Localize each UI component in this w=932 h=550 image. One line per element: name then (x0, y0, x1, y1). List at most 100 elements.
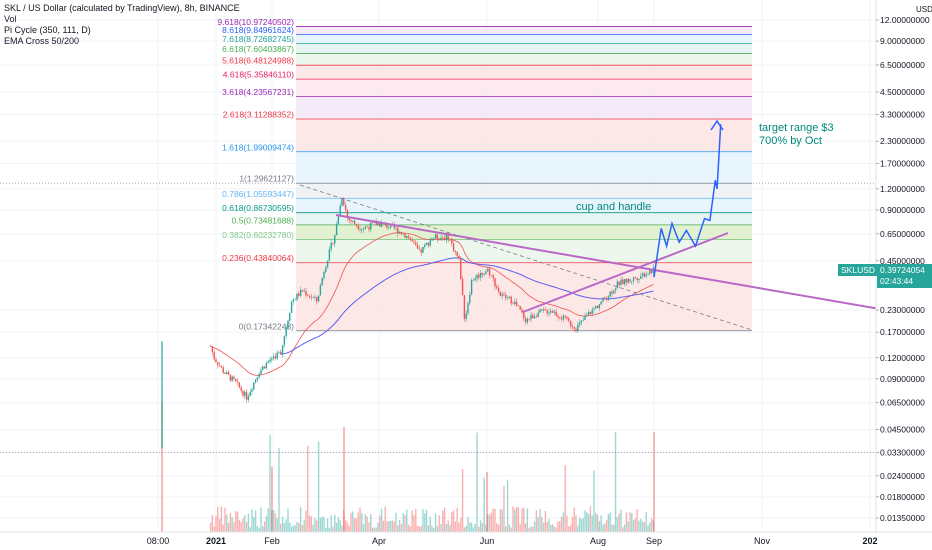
volume-bar (377, 522, 379, 532)
volume-bar (326, 518, 329, 532)
volume-bar (404, 515, 406, 532)
volume-bar (348, 525, 350, 532)
volume-spike (161, 402, 163, 532)
volume-bar (283, 522, 286, 532)
candle-body (440, 237, 442, 241)
volume-bar (314, 518, 316, 532)
volume-bar (416, 525, 419, 532)
price-tick-label: 0.65000000 (880, 229, 925, 239)
indicator-ema-cross[interactable]: EMA Cross 50/200 (4, 36, 80, 46)
volume-bar (537, 517, 539, 532)
candle-body (269, 359, 271, 362)
dashed-trendline[interactable] (299, 184, 753, 331)
fib-level-label: 2.618(3.11288352) (223, 109, 294, 119)
volume-bar (618, 513, 620, 532)
candle-body (285, 328, 287, 337)
candle-body (470, 280, 473, 295)
candle-body (209, 346, 212, 348)
fib-level-label: 1.618(1.99009474) (222, 142, 294, 152)
candle-body (312, 297, 314, 299)
fib-zone (296, 239, 752, 263)
candle-body (307, 295, 309, 296)
fib-zone (296, 151, 752, 184)
volume-bar (258, 527, 260, 532)
volume-bar (550, 525, 552, 532)
fib-retracement[interactable]: 0(0.17342248) 0.236(0.43840064) 0.382(0.60… (0, 17, 876, 453)
candle-body (407, 235, 410, 238)
candle-body (263, 366, 266, 369)
candle-body (398, 231, 401, 234)
time-axis[interactable] (0, 532, 932, 550)
volume-bar (494, 508, 496, 532)
candle-body (452, 243, 455, 251)
volume-bar (602, 524, 604, 532)
fib-level-label: 6.618(7.60403867) (222, 44, 294, 54)
candle-body (591, 309, 593, 314)
symbol-title[interactable]: SKL / US Dollar (calculated by TradingVi… (4, 3, 240, 13)
candle-body (485, 271, 487, 274)
volume-bar (395, 512, 397, 532)
volume-bar (499, 508, 502, 532)
volume-bar (371, 527, 374, 532)
price-tick-label: 1.20000000 (880, 184, 925, 194)
volume-bar (496, 522, 498, 532)
candle-body (316, 296, 318, 302)
target-range-label[interactable]: target range $3 (759, 122, 834, 134)
candle-body (427, 242, 430, 246)
candle-body (352, 220, 354, 222)
volume-spike (271, 467, 273, 532)
candle-body (276, 352, 278, 359)
candle-body (379, 222, 381, 227)
volume-bar (325, 527, 327, 532)
candle-body (281, 345, 284, 355)
time-tick-label: Nov (754, 536, 771, 546)
price-tick-label: 0.12000000 (880, 353, 925, 363)
candle-body (217, 362, 219, 366)
candle-body (537, 312, 539, 317)
volume-bar (568, 526, 570, 532)
ascending-trendline[interactable] (522, 232, 729, 313)
candle-body (218, 365, 221, 367)
volume-bar (332, 526, 334, 532)
volume-bar (490, 512, 493, 532)
candle-body (634, 277, 637, 279)
volume-bar (582, 517, 584, 532)
candle-body (541, 309, 543, 311)
candle-body (334, 235, 336, 244)
volume-bar (341, 525, 343, 532)
fib-level-label: 3.618(4.23567231) (222, 87, 294, 97)
candle-body (550, 311, 552, 313)
fib-level-label: 0.382(0.60232780) (222, 230, 294, 240)
indicator-vol[interactable]: Vol (4, 14, 17, 24)
cup-and-handle-label[interactable]: cup and handle (576, 201, 651, 213)
volume-bar (272, 509, 275, 532)
candle-body (397, 227, 399, 234)
descending-trendline[interactable] (335, 214, 932, 319)
fib-level-label: 7.618(8.72682745) (222, 34, 294, 44)
volume-bar (245, 522, 248, 532)
volume-bar (526, 508, 529, 532)
candle-body (582, 319, 584, 321)
candle-body (224, 372, 226, 374)
volume-bar (260, 507, 262, 532)
volume-bar (530, 526, 532, 532)
volume-bar (483, 477, 485, 532)
candle-body (366, 226, 368, 228)
target-date-label[interactable]: 700% by Oct (759, 135, 822, 147)
indicator-pi-cycle[interactable]: Pi Cycle (350, 111, D) (4, 25, 91, 35)
candle-body (323, 272, 325, 279)
projection-path[interactable] (653, 124, 722, 278)
candle-body (447, 234, 449, 241)
candle-body (530, 315, 532, 320)
candle-body (494, 278, 496, 287)
volume-bar (429, 516, 431, 532)
candle-body (231, 376, 233, 381)
price-tick-label: 0.90000000 (880, 205, 925, 215)
candle-body (465, 313, 467, 319)
volume-bar (517, 507, 520, 532)
candle-body (222, 367, 224, 373)
volume-bar (622, 527, 624, 532)
volume-bar (366, 516, 368, 532)
candle-body (371, 222, 374, 224)
